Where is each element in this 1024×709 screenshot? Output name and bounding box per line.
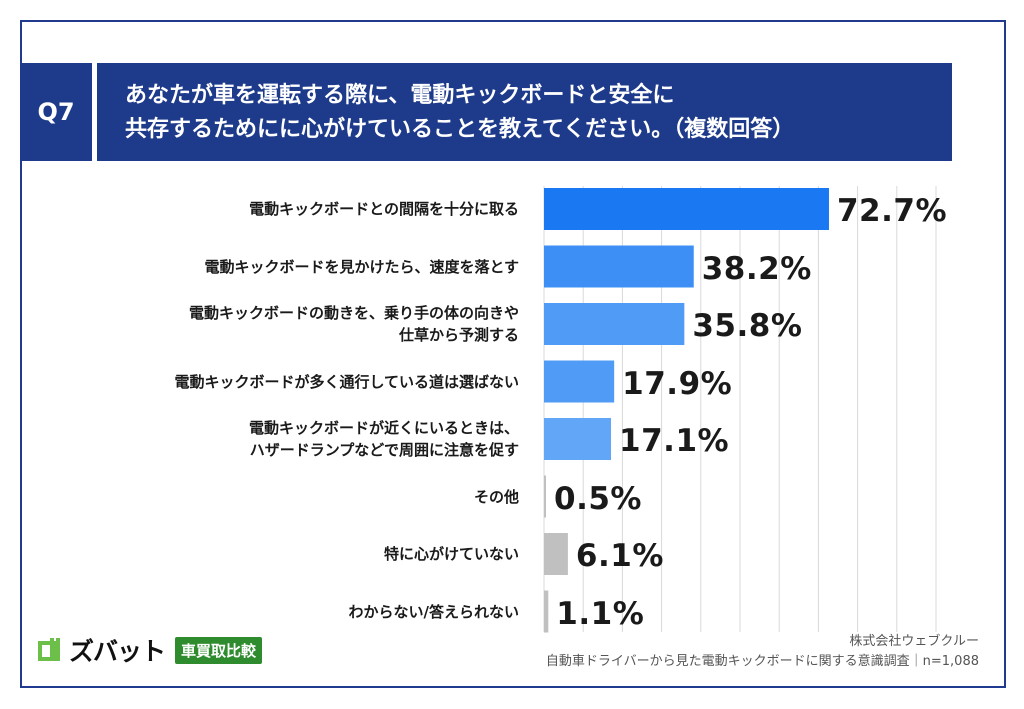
category-label-line: ハザードランプなどで周囲に注意を促す [249,441,519,459]
bar-7 [544,533,568,575]
category-label-line: 電動キックボードが多く通行している道は選ばない [174,372,519,391]
source-note: 株式会社ウェブクルー 自動車ドライバーから見た電動キックボードに関する意識調査｜… [546,632,979,672]
question-number: Q7 [20,63,92,161]
bar-4 [544,360,615,403]
category-label-line: 特に心がけていない [383,545,519,563]
value-label-1: 72.7% [836,193,948,229]
value-label-7: 6.1% [575,538,664,574]
logo-text: ズバット [69,637,166,666]
bar-8 [544,590,549,633]
category-label-4: 電動キックボードが多く通行している道は選ばない [174,371,519,393]
chart-frame [20,20,1006,688]
category-label-2: 電動キックボードを見かけたら、速度を落とす [204,256,519,278]
bar-6 [544,475,546,518]
category-label-line: 電動キックボードが近くにいるときは、 [248,419,519,437]
brand-logo: ズバット 車買取比較 [37,632,263,668]
category-label-line: 電動キックボードの動きを、乗り手の体の向きや [188,304,519,322]
category-label-8: わからない/答えられない [349,601,519,623]
category-label-5: 電動キックボードが近くにいるときは、 ハザードランプなどで周囲に注意を促す [249,417,519,461]
title-line-2: 共存するためにに心がけていることを教えてください。（複数回答） [125,117,795,142]
value-label-4: 17.9% [622,365,733,402]
bar-2 [544,245,694,288]
bar-1 [544,188,829,230]
logo-badge: 車買取比較 [175,636,263,664]
page-title: あなたが車を運転する際に、電動キックボードと安全に 共存するためにに心がけている… [97,63,952,161]
bar-5 [544,418,612,460]
category-label-3: 電動キックボードの動きを、乗り手の体の向きや仕草から予測する [189,302,519,346]
title-line-1: あなたが車を運転する際に、電動キックボードと安全に [125,83,675,108]
value-label-2: 38.2% [701,250,812,287]
bar-3 [544,303,685,345]
value-label-8: 1.1% [556,595,645,632]
category-label-1: 電動キックボードとの間隔を十分に取る [249,198,519,220]
category-label-6: その他 [474,486,519,508]
logo-icon [37,637,63,663]
category-label-line: わからない/答えられない [348,602,519,621]
category-label-7: 特に心がけていない [384,543,519,565]
category-label-line: 仕草から予測する [398,326,519,344]
value-label-3: 35.8% [692,308,803,344]
category-label-line: 電動キックボードを見かけたら、速度を落とす [204,257,519,276]
source-survey: 自動車ドライバーから見た電動キックボードに関する意識調査｜n=1,088 [545,654,979,669]
category-label-line: その他 [473,487,519,506]
source-company: 株式会社ウェブクルー [849,634,979,649]
value-label-5: 17.1% [619,423,730,459]
category-label-line: 電動キックボードとの間隔を十分に取る [249,200,519,218]
value-label-6: 0.5% [554,480,642,517]
